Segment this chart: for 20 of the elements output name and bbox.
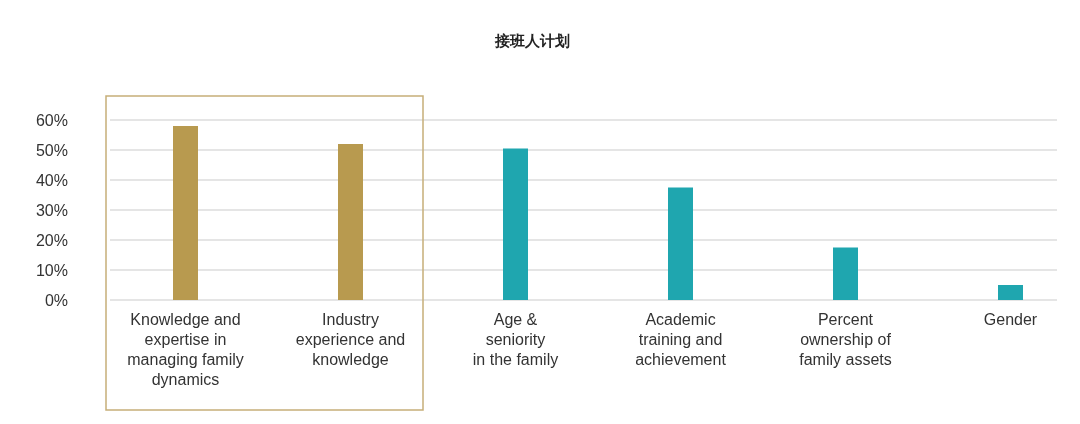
y-tick-label: 40% (35, 171, 68, 189)
y-tick-label: 60% (35, 111, 68, 129)
y-tick-label: 10% (35, 261, 68, 279)
bar (668, 187, 693, 300)
x-tick-label: Percent ownership of family assets (799, 311, 892, 368)
bar (998, 285, 1023, 300)
x-tick-label: Academic training and achievement (635, 311, 727, 368)
y-tick-label: 30% (35, 201, 68, 219)
x-tick-label: Industry experience and knowledge (295, 311, 406, 368)
y-tick-label: 50% (35, 141, 68, 159)
bar (338, 144, 363, 300)
y-tick-label: 0% (44, 291, 68, 309)
chart-title: 接班人计划 (493, 32, 570, 49)
bar (503, 148, 528, 300)
x-tick-label: Gender (983, 311, 1038, 328)
x-tick-label: Knowledge and expertise in managing family dynamics (127, 311, 244, 388)
bar (173, 126, 198, 300)
bar (833, 247, 858, 300)
x-tick-label: Age & seniority in the family (472, 311, 559, 368)
y-tick-label: 20% (35, 231, 68, 249)
